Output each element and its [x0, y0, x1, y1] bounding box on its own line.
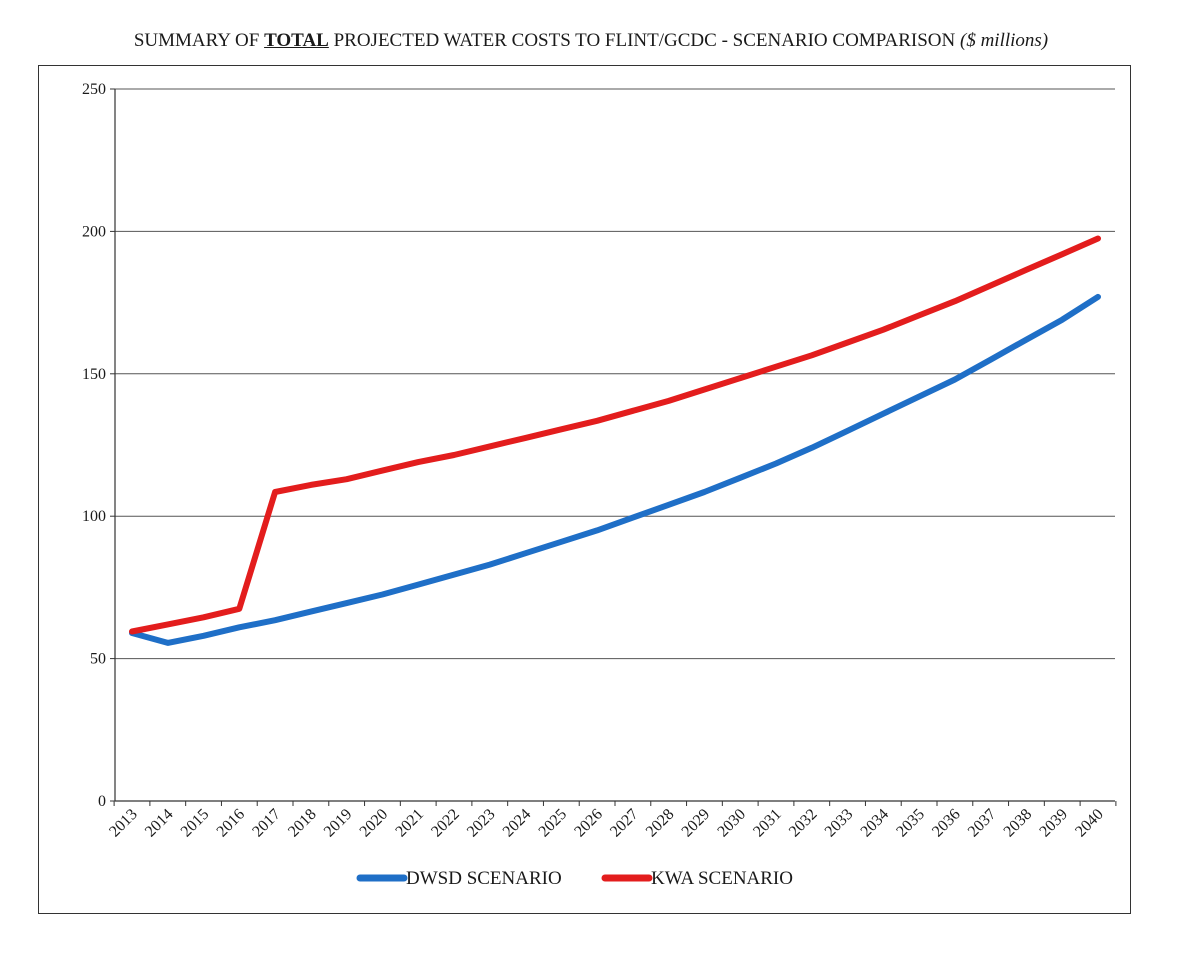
legend-label-kwa-scenario: KWA SCENARIO — [651, 868, 793, 889]
gridlines — [115, 88, 1115, 660]
x-tick-label: 2015 — [178, 806, 213, 841]
x-tick-label: 2022 — [428, 806, 463, 841]
chart-title-emphasis: TOTAL — [264, 30, 329, 51]
y-axis-tick-labels: 0 50 100 150 200 250 — [82, 81, 106, 810]
x-tick-label: 2027 — [607, 806, 642, 841]
y-tick-label: 250 — [82, 81, 106, 98]
x-tick-label: 2020 — [357, 806, 392, 841]
y-tick-label: 50 — [90, 651, 106, 668]
y-tick-label: 150 — [82, 366, 106, 383]
legend-label-dwsd-scenario: DWSD SCENARIO — [406, 868, 562, 889]
y-tick-label: 100 — [82, 508, 106, 525]
series-lines — [129, 235, 1101, 646]
x-tick-label: 2032 — [786, 806, 821, 841]
x-tick-label: 2038 — [1001, 806, 1036, 841]
series-line-kwa-scenario — [129, 235, 1101, 635]
chart-title-main: PROJECTED WATER COSTS TO FLINT/GCDC - SC… — [328, 30, 960, 51]
x-tick-label: 2017 — [249, 806, 284, 841]
x-tick-label: 2039 — [1036, 806, 1071, 841]
y-tick-label: 200 — [82, 223, 106, 240]
chart-title-units: ($ millions) — [960, 30, 1049, 51]
x-tick-label: 2024 — [500, 806, 535, 841]
x-tick-label: 2040 — [1072, 806, 1107, 841]
x-tick-label: 2033 — [822, 806, 857, 841]
x-tick-label: 2019 — [321, 806, 356, 841]
x-tick-label: 2026 — [571, 806, 606, 841]
x-tick-label: 2034 — [858, 806, 893, 841]
x-tick-label: 2031 — [750, 806, 785, 841]
x-tick-label: 2035 — [893, 806, 928, 841]
x-tick-label: 2025 — [536, 806, 571, 841]
chart-title: SUMMARY OF TOTAL PROJECTED WATER COSTS T… — [0, 30, 1182, 52]
x-tick-label: 2030 — [714, 806, 749, 841]
x-axis-tick-labels: 2013 2014 2015 2016 2017 2018 2019 2020 2021 2022… — [106, 806, 1107, 841]
x-tick-label: 2036 — [929, 806, 964, 841]
axes — [110, 88, 1117, 806]
x-tick-label: 2013 — [106, 806, 141, 841]
x-tick-label: 2029 — [679, 806, 714, 841]
chart-frame — [38, 65, 1131, 914]
x-tick-label: 2018 — [285, 806, 320, 841]
x-tick-label: 2016 — [214, 806, 249, 841]
series-line-dwsd-scenario — [129, 293, 1101, 646]
x-tick-label: 2037 — [965, 806, 1000, 841]
legend: DWSD SCENARIO KWA SCENARIO — [356, 868, 793, 889]
x-tick-label: 2021 — [392, 806, 427, 841]
x-tick-label: 2028 — [643, 806, 678, 841]
chart-title-prefix: SUMMARY OF — [133, 30, 265, 51]
y-tick-label: 0 — [98, 793, 106, 810]
x-tick-label: 2023 — [464, 806, 499, 841]
x-tick-label: 2014 — [142, 806, 177, 841]
